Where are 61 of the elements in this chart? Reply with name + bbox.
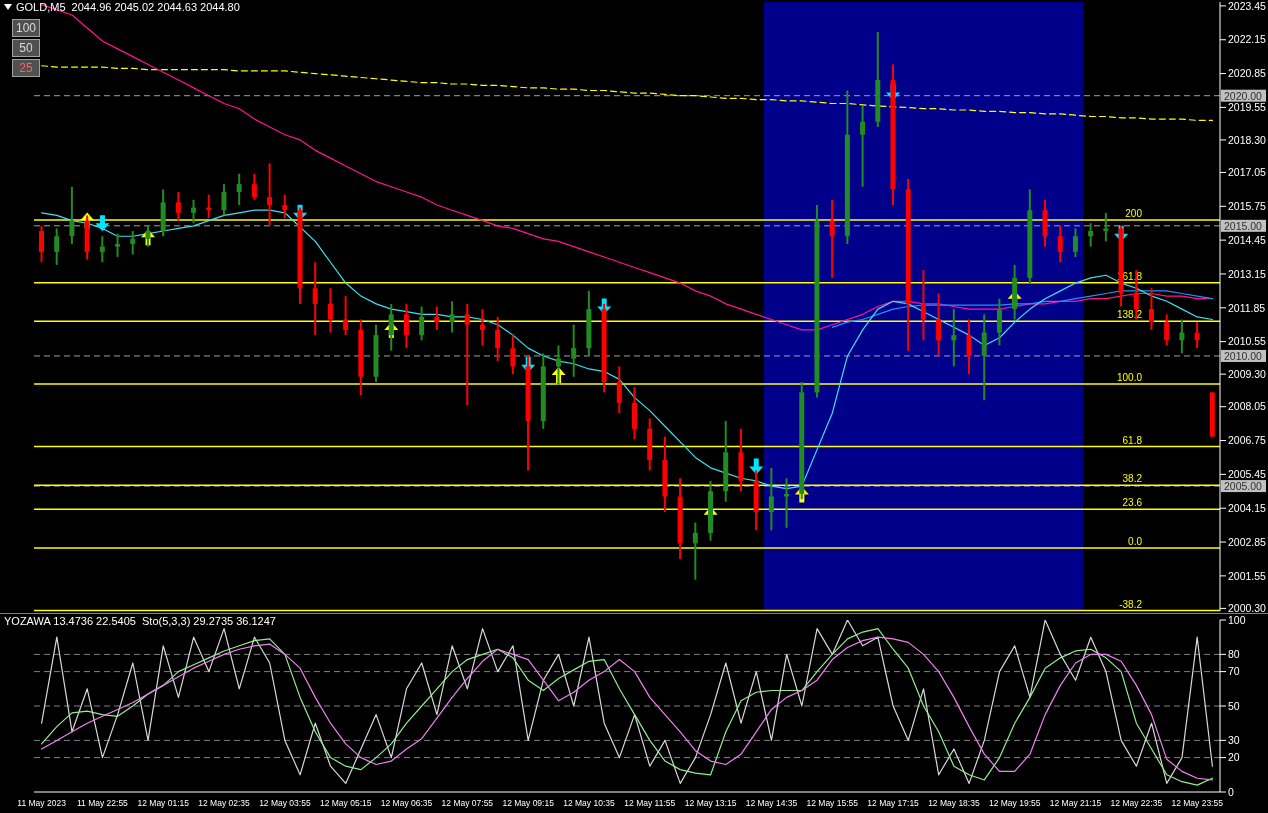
button: 100: [12, 19, 40, 37]
ref-line-label: 2015.00: [1224, 219, 1263, 232]
x-tick-label: 12 May 21:15: [1049, 798, 1102, 809]
ref-line-label: 23.6: [1122, 497, 1143, 509]
chart-title: YOZAWA 13.4736 22.5405 Sto(5,3,3) 29.2735 36.1247: [4, 615, 276, 627]
y-tick-label: 2022.15: [1228, 33, 1267, 46]
x-tick-label: 12 May 06:35: [380, 798, 433, 809]
y-tick-label: 2004.15: [1228, 501, 1267, 514]
x-tick-label: 12 May 07:55: [441, 798, 494, 809]
ref-line-label: 100.0: [1116, 371, 1143, 383]
ref-line-label: 2005.00: [1224, 480, 1263, 493]
y-tick-label: 2009.30: [1228, 367, 1267, 380]
y-tick-label: 2018.30: [1228, 133, 1267, 146]
y-tick-label: 2000.30: [1228, 602, 1267, 615]
y-tick-label: 80: [1228, 648, 1240, 661]
ref-line-label: 2020.00: [1224, 89, 1263, 102]
y-tick-label: 50: [1228, 699, 1240, 712]
x-tick-label: 12 May 09:15: [502, 798, 555, 809]
x-tick-label: 12 May 15:55: [806, 798, 859, 809]
x-tick-label: 12 May 10:35: [563, 798, 616, 809]
ref-line-label: 61.8: [1122, 434, 1143, 446]
y-tick-label: 70: [1228, 665, 1240, 678]
x-tick-label: 12 May 01:15: [137, 798, 190, 809]
button: 25: [12, 59, 40, 77]
y-tick-label: 2011.85: [1228, 301, 1266, 314]
x-tick-label: 12 May 13:15: [684, 798, 737, 809]
y-tick-label: 2019.55: [1228, 101, 1267, 114]
x-tick-label: 12 May 22:35: [1110, 798, 1163, 809]
ref-line-label: -38.2: [1119, 598, 1143, 610]
y-tick-label: 100: [1228, 613, 1246, 626]
button: 50: [12, 39, 40, 57]
y-tick-label: 2013.15: [1228, 267, 1267, 280]
ref-line-label: 38.2: [1122, 473, 1143, 485]
x-tick-label: 12 May 02:35: [198, 798, 251, 809]
y-tick-label: 2023.45: [1228, 0, 1267, 12]
x-tick-label: 12 May 03:55: [259, 798, 311, 809]
ref-line-label: 2010.00: [1224, 349, 1263, 362]
y-tick-label: 2005.45: [1228, 468, 1267, 481]
y-tick-label: 2020.85: [1228, 67, 1267, 80]
x-tick-label: 12 May 17:15: [867, 798, 920, 809]
x-tick-label: 12 May 18:35: [928, 798, 980, 809]
y-tick-label: 2006.75: [1228, 434, 1267, 447]
y-tick-label: 2008.05: [1228, 400, 1267, 413]
y-tick-label: 2001.55: [1228, 569, 1267, 582]
y-tick-label: 2010.55: [1228, 335, 1267, 348]
y-tick-label: 0: [1228, 785, 1234, 798]
ref-line-label: 200: [1125, 208, 1143, 220]
x-tick-label: 12 May 19:55: [988, 798, 1041, 809]
x-tick-label: 12 May 23:55: [1171, 798, 1224, 809]
x-tick-label: 11 May 22:55: [76, 798, 129, 809]
x-tick-label: 12 May 14:35: [745, 798, 798, 809]
x-tick-label: 12 May 11:55: [624, 798, 676, 809]
y-tick-label: 30: [1228, 734, 1240, 747]
y-tick-label: 2014.45: [1228, 233, 1267, 246]
y-tick-label: 2017.05: [1228, 166, 1267, 179]
y-tick-label: 2002.85: [1228, 535, 1267, 548]
y-tick-label: 20: [1228, 751, 1240, 764]
x-tick-label: 12 May 05:15: [319, 798, 372, 809]
ref-line-label: 0.0: [1128, 535, 1143, 547]
y-tick-label: 2015.75: [1228, 200, 1267, 213]
x-tick-label: 11 May 2023: [17, 798, 67, 809]
